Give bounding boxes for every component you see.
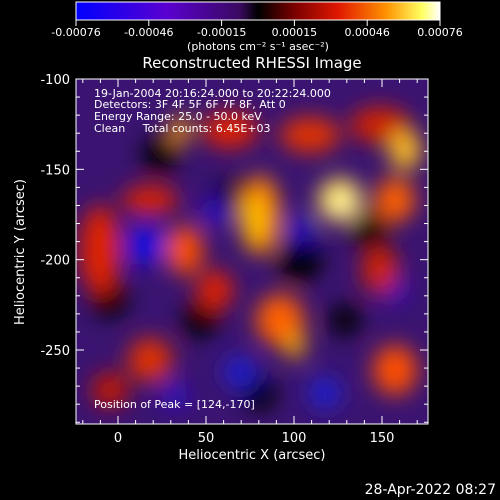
colorbar-tick-label: 0.00015	[272, 26, 318, 39]
info-peak-position: Position of Peak = [124,-170]	[94, 398, 255, 411]
info-detectors: Detectors: 3F 4F 5F 6F 7F 8F, Att 0	[94, 98, 286, 111]
x-axis-ticks: 0 50 100 150	[82, 79, 418, 446]
colorbar-tick-label: -0.00015	[197, 26, 246, 39]
y-tick-label: -100	[40, 73, 70, 88]
x-tick-label: 100	[282, 431, 307, 446]
y-axis-label: Heliocentric Y (arcsec)	[13, 179, 28, 325]
x-tick-label: 50	[198, 431, 215, 446]
colorbar-units-label: (photons cm⁻² s⁻¹ asec⁻²)	[187, 40, 329, 53]
info-time-range: 19-Jan-2004 20:16:24.000 to 20:22:24.000	[94, 87, 331, 100]
y-tick-label: -150	[40, 163, 70, 178]
info-energy-range: Energy Range: 25.0 - 50.0 keV	[94, 110, 262, 123]
y-axis-ticks: -100 -150 -200 -250	[40, 73, 428, 423]
x-tick-label: 0	[114, 431, 122, 446]
colorbar-tick-label: -0.00046	[124, 26, 173, 39]
y-tick-label: -250	[40, 344, 70, 359]
plot-title: Reconstructed RHESSI Image	[142, 54, 361, 72]
rhessi-image	[76, 79, 428, 424]
colorbar-tick-label: 0.00046	[344, 26, 390, 39]
y-tick-label: -200	[40, 254, 70, 269]
x-axis-label: Heliocentric X (arcsec)	[179, 448, 326, 463]
colorbar-tick-label: 0.00076	[417, 26, 463, 39]
plot-frame	[75, 78, 429, 425]
colorbar-tick-label: -0.00076	[51, 26, 100, 39]
info-method-counts: Clean Total counts: 6.45E+03	[94, 122, 271, 135]
x-tick-label: 150	[370, 431, 395, 446]
colorbar-ticks: -0.00076 -0.00046 -0.00015 0.00015 0.00046 0.…	[51, 20, 463, 39]
footer-timestamp: 28-Apr-2022 08:27	[365, 482, 496, 498]
colorbar	[75, 1, 441, 21]
